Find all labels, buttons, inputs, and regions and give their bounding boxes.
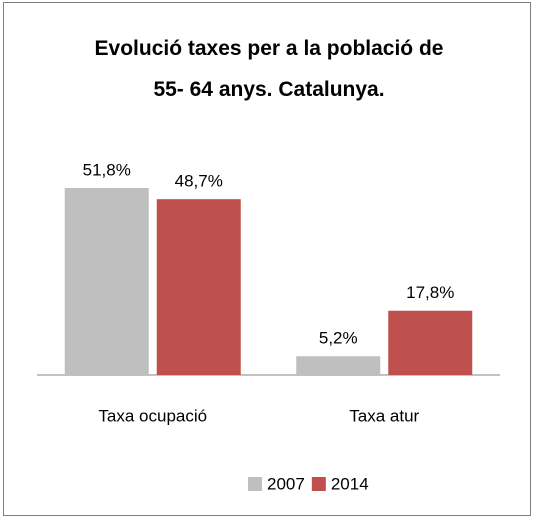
legend-swatch bbox=[248, 477, 262, 491]
bar bbox=[64, 188, 149, 375]
bar bbox=[296, 356, 381, 375]
bar bbox=[156, 199, 241, 375]
data-label: 5,2% bbox=[319, 329, 358, 348]
data-label: 48,7% bbox=[175, 172, 223, 191]
data-label: 51,8% bbox=[83, 160, 131, 179]
legend-label: 2007 bbox=[267, 474, 305, 493]
bar bbox=[388, 310, 473, 375]
x-tick-label: Taxa atur bbox=[349, 406, 419, 425]
legend-label: 2014 bbox=[331, 474, 369, 493]
chart-title: Evolució taxes per a la població de 55- … bbox=[94, 37, 444, 101]
legend-swatch bbox=[311, 477, 326, 491]
chart-border bbox=[3, 2, 531, 516]
x-tick-label: Taxa ocupació bbox=[98, 406, 207, 425]
data-label: 17,8% bbox=[406, 283, 454, 302]
